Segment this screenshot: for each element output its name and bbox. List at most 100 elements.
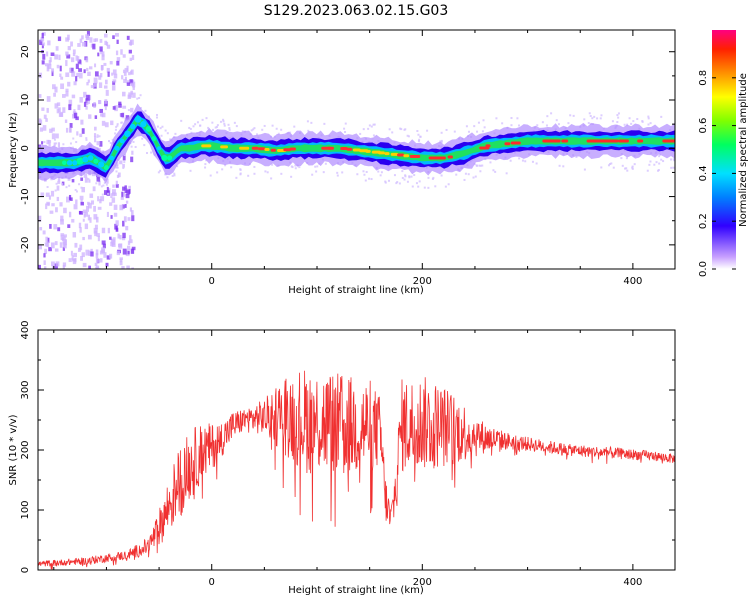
noise-dot [169, 138, 172, 141]
noise-dot [104, 106, 107, 111]
spectrogram-y-ticks: -20 -10 0 10 20 [20, 45, 675, 270]
noise-dot [118, 101, 122, 105]
noise-dot [86, 30, 90, 36]
noise-dot [204, 163, 207, 166]
noise-dot [128, 185, 131, 189]
noise-dot [92, 186, 96, 192]
noise-dot [228, 128, 231, 131]
ridge-blob [114, 145, 120, 151]
noise-dot [239, 173, 242, 176]
noise-dot [74, 257, 77, 263]
noise-dot [78, 222, 82, 229]
noise-dot [116, 166, 119, 169]
noise-dot [546, 115, 549, 118]
noise-dot [46, 51, 49, 57]
noise-dot [72, 49, 76, 54]
noise-dot [648, 163, 651, 166]
noise-dot [555, 119, 558, 122]
noise-dot [322, 171, 325, 174]
ridge-blob [98, 161, 105, 168]
noise-dot [363, 173, 366, 176]
noise-dot [510, 124, 513, 127]
noise-dot [518, 157, 521, 160]
noise-dot [362, 128, 365, 131]
ridge-core [409, 155, 421, 159]
ridge-core [390, 152, 399, 156]
noise-dot [239, 168, 242, 171]
noise-dot [93, 38, 97, 43]
noise-dot [120, 196, 124, 200]
noise-dot [98, 135, 101, 138]
noise-dot [189, 169, 192, 172]
noise-dot [129, 57, 133, 61]
ridge-core [510, 141, 521, 145]
noise-dot [112, 106, 116, 110]
noise-dot [83, 69, 86, 74]
noise-dot [103, 33, 108, 38]
noise-dot [591, 117, 594, 120]
noise-dot [415, 182, 418, 185]
noise-dot [48, 60, 52, 66]
noise-dot [314, 165, 317, 168]
noise-dot [38, 215, 42, 222]
noise-dot [122, 220, 125, 227]
y-tick-label: 10 [20, 94, 31, 107]
noise-dot [75, 199, 78, 205]
noise-dot [55, 46, 59, 51]
noise-dot [129, 79, 133, 84]
noise-dot [114, 132, 117, 135]
noise-dot [129, 207, 132, 212]
noise-dot [82, 236, 85, 241]
noise-dot [406, 180, 409, 183]
noise-dot [479, 164, 482, 167]
noise-dot [131, 267, 134, 269]
noise-dot [86, 94, 90, 101]
noise-dot [562, 165, 565, 168]
noise-dot [455, 173, 458, 176]
noise-dot [60, 219, 64, 225]
noise-dot [138, 97, 141, 100]
noise-dot [610, 162, 613, 165]
noise-dot [100, 49, 103, 55]
noise-dot [294, 167, 297, 170]
noise-dot [596, 117, 599, 120]
noise-dot [630, 122, 633, 125]
noise-dot [373, 123, 376, 126]
noise-dot [80, 255, 83, 261]
noise-dot [616, 114, 619, 117]
noise-dot [384, 180, 387, 183]
noise-dot [106, 186, 109, 193]
noise-dot [85, 138, 88, 141]
noise-dot [97, 196, 100, 202]
noise-dot [90, 200, 95, 205]
noise-dot [440, 174, 443, 177]
noise-dot [63, 244, 67, 249]
noise-dot [535, 162, 538, 165]
noise-dot [46, 201, 50, 205]
noise-dot [419, 135, 422, 138]
noise-dot [222, 120, 225, 123]
ridge-core [289, 147, 296, 151]
noise-dot [53, 224, 58, 230]
noise-dot [99, 38, 103, 43]
noise-dot [263, 124, 266, 127]
noise-dot [104, 122, 109, 128]
noise-dot [62, 143, 65, 146]
noise-dot [46, 139, 50, 145]
figure-title: S129.2023.063.02.15.G03 [264, 3, 449, 19]
noise-dot [73, 112, 78, 119]
noise-dot [126, 265, 130, 269]
y-tick-label: -20 [20, 237, 31, 253]
noise-dot [43, 114, 47, 119]
noise-dot [85, 36, 90, 41]
noise-dot [216, 124, 219, 127]
noise-dot [410, 175, 413, 178]
noise-dot [368, 177, 371, 180]
noise-dot [71, 146, 74, 149]
noise-dot [121, 204, 125, 209]
noise-dot [607, 164, 610, 167]
noise-dot [82, 218, 85, 222]
ridge-core [504, 142, 511, 146]
ridge-core [561, 139, 569, 143]
noise-dot [593, 115, 596, 118]
